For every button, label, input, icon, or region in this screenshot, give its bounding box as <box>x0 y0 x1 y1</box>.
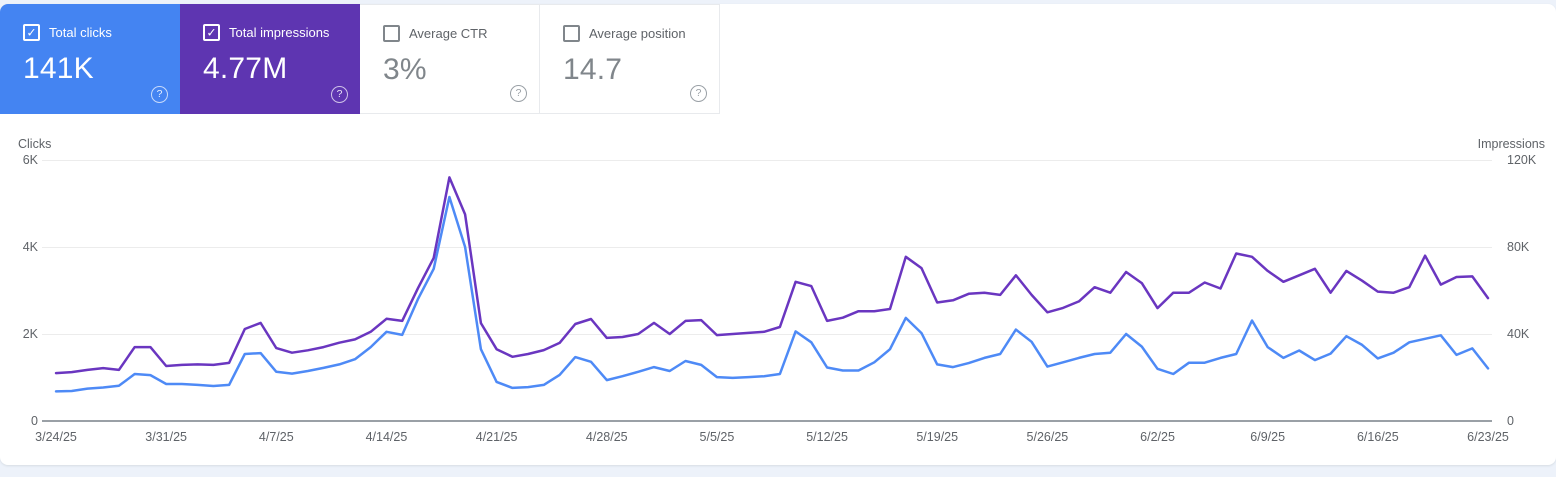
checkmark-icon: ✓ <box>206 25 217 39</box>
grid-line <box>42 334 1492 335</box>
clicks-line[interactable] <box>54 195 1490 393</box>
metric-card-label: Average position <box>589 26 686 41</box>
help-icon[interactable]: ? <box>331 86 348 103</box>
x-axis-tick-label: 5/19/25 <box>916 430 959 444</box>
metric-card-total-clicks[interactable]: ✓ Total clicks 141K ? <box>0 4 180 114</box>
checkmark-icon: ✓ <box>26 25 37 39</box>
average-ctr-value: 3% <box>383 53 427 86</box>
impressions-line[interactable] <box>54 176 1490 375</box>
total-clicks-checkbox[interactable]: ✓ <box>23 24 40 41</box>
x-axis-tick-label: 4/21/25 <box>475 430 518 444</box>
average-position-value: 14.7 <box>563 53 623 86</box>
left-axis-tick-label: 6K <box>22 153 38 167</box>
x-axis-tick-label: 5/12/25 <box>806 430 848 444</box>
left-axis-tick-label: 0 <box>31 414 38 428</box>
total-impressions-value: 4.77M <box>203 52 288 85</box>
left-axis-title: Clicks <box>18 137 52 151</box>
metric-card-label: Average CTR <box>409 26 488 41</box>
total-impressions-checkbox[interactable]: ✓ <box>203 24 220 41</box>
x-axis-tick-label: 3/24/25 <box>35 430 77 444</box>
help-icon[interactable]: ? <box>151 86 168 103</box>
grid-line <box>42 160 1492 161</box>
x-axis-tick-label: 4/7/25 <box>258 430 294 444</box>
right-axis-tick-label: 0 <box>1507 414 1514 428</box>
average-position-checkbox[interactable]: ✓ <box>563 25 580 42</box>
x-axis-tick-label: 4/14/25 <box>365 430 408 444</box>
help-icon[interactable]: ? <box>690 85 707 102</box>
right-axis-tick-label: 120K <box>1507 153 1537 167</box>
left-axis-tick-label: 4K <box>22 240 38 254</box>
x-axis-tick-label: 3/31/25 <box>145 430 187 444</box>
right-axis-title: Impressions <box>1477 137 1545 151</box>
metric-card-header: ✓ Total clicks <box>0 4 180 41</box>
right-axis-tick-label: 40K <box>1507 327 1530 341</box>
grid-line <box>42 247 1492 248</box>
x-axis-tick-label: 5/5/25 <box>699 430 735 444</box>
metric-card-label: Total impressions <box>229 25 330 40</box>
right-axis-tick-label: 80K <box>1507 240 1530 254</box>
x-axis-line <box>42 420 1492 422</box>
x-axis-tick-label: 5/26/25 <box>1026 430 1069 444</box>
metric-card-header: ✓ Average CTR <box>360 5 539 42</box>
metric-cards-row: ✓ Total clicks 141K ? ✓ Total impression… <box>0 4 720 114</box>
left-axis-tick-label: 2K <box>22 327 38 341</box>
x-axis-tick-label: 4/28/25 <box>585 430 628 444</box>
x-axis-tick-label: 6/9/25 <box>1250 430 1286 444</box>
x-axis-tick-label: 6/23/25 <box>1467 430 1509 444</box>
average-ctr-checkbox[interactable]: ✓ <box>383 25 400 42</box>
metric-card-average-position[interactable]: ✓ Average position 14.7 ? <box>540 4 720 114</box>
total-clicks-value: 141K <box>23 52 94 85</box>
x-axis-tick-label: 6/16/25 <box>1356 430 1399 444</box>
x-axis-tick-label: 6/2/25 <box>1140 430 1175 444</box>
metric-card-total-impressions[interactable]: ✓ Total impressions 4.77M ? <box>180 4 360 114</box>
help-icon[interactable]: ? <box>510 85 527 102</box>
metric-card-label: Total clicks <box>49 25 112 40</box>
metric-card-header: ✓ Total impressions <box>180 4 360 41</box>
metric-card-average-ctr[interactable]: ✓ Average CTR 3% ? <box>360 4 540 114</box>
metric-card-header: ✓ Average position <box>540 5 719 42</box>
